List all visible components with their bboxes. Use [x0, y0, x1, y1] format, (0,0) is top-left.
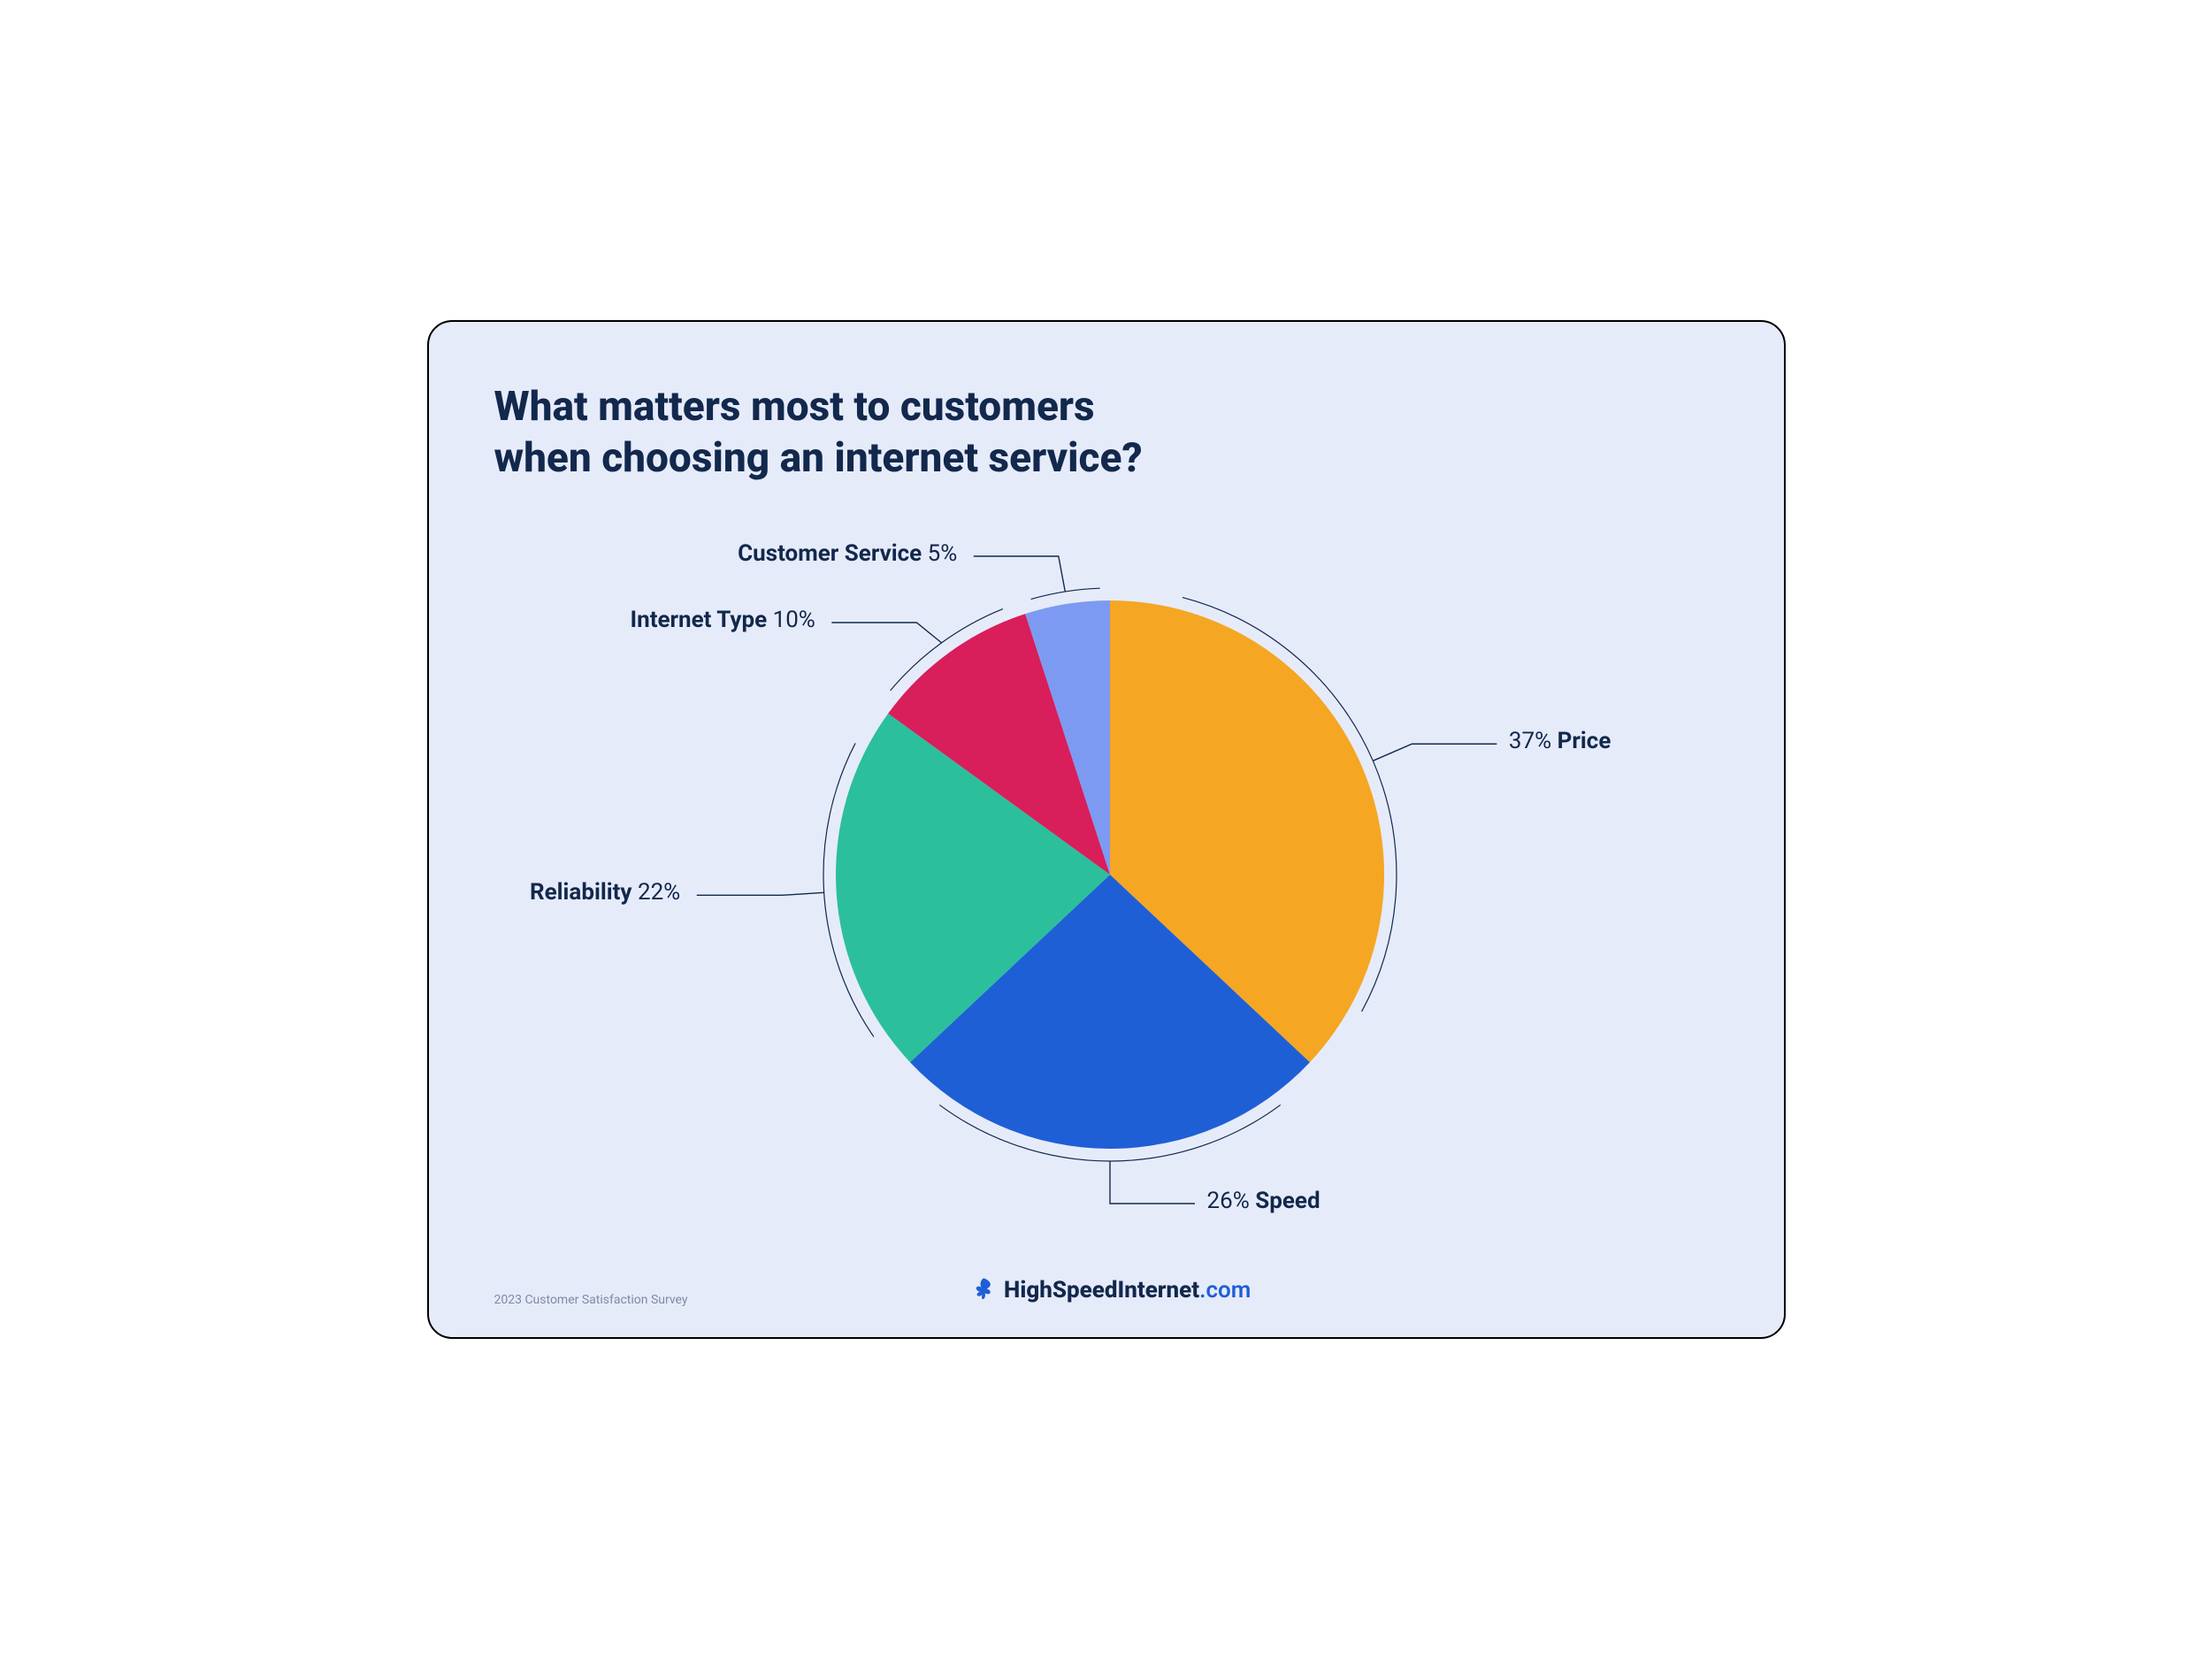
leader-line — [1110, 1161, 1195, 1204]
footnote: 2023 Customer Satisfaction Survey — [494, 1293, 688, 1307]
infographic-card: What matters most to customers when choo… — [427, 320, 1786, 1339]
slice-name: Price — [1558, 728, 1611, 754]
slice-pct: 10% — [773, 607, 815, 633]
slice-name: Speed — [1255, 1188, 1320, 1214]
slice-pct: 22% — [638, 879, 680, 906]
slice-label-internet-type: Internet Type 10% — [631, 607, 815, 633]
brand-suffix: .com — [1199, 1277, 1251, 1304]
slice-pct: 5% — [928, 540, 958, 567]
slice-name: Reliability — [530, 879, 632, 906]
pie-chart — [429, 322, 1787, 1341]
brand-name: HighSpeedInternet — [1004, 1277, 1199, 1304]
slice-label-speed: 26% Speed — [1207, 1188, 1320, 1214]
leader-line — [696, 892, 823, 895]
leader-line — [973, 556, 1065, 592]
slice-pct: 37% — [1509, 728, 1551, 754]
slice-pct: 26% — [1207, 1188, 1250, 1214]
slice-label-reliability: Reliability 22% — [530, 879, 680, 906]
leader-line — [831, 623, 941, 643]
leader-line — [1373, 744, 1496, 761]
brand-logo: HighSpeedInternet.com — [968, 1275, 1251, 1305]
slice-name: Customer Service — [738, 540, 922, 567]
slice-arc — [1030, 588, 1099, 599]
slice-label-customer-service: Customer Service 5% — [738, 540, 957, 567]
slice-name: Internet Type — [631, 607, 768, 633]
slice-label-price: 37% Price — [1509, 728, 1611, 754]
hummingbird-icon — [968, 1275, 999, 1305]
